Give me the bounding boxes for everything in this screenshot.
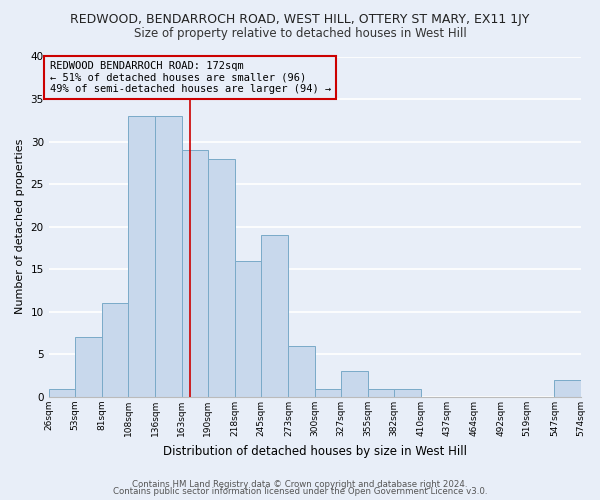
Text: REDWOOD BENDARROCH ROAD: 172sqm
← 51% of detached houses are smaller (96)
49% of: REDWOOD BENDARROCH ROAD: 172sqm ← 51% of… [50, 61, 331, 94]
Bar [554, 380, 581, 397]
Bar [49, 388, 75, 397]
Text: REDWOOD, BENDARROCH ROAD, WEST HILL, OTTERY ST MARY, EX11 1JY: REDWOOD, BENDARROCH ROAD, WEST HILL, OTT… [70, 12, 530, 26]
Bar [368, 388, 394, 397]
Bar [341, 372, 368, 397]
Bar [261, 236, 289, 397]
Text: Contains public sector information licensed under the Open Government Licence v3: Contains public sector information licen… [113, 487, 487, 496]
Bar [235, 261, 261, 397]
Bar [182, 150, 208, 397]
Bar [394, 388, 421, 397]
Bar [128, 116, 155, 397]
Bar [208, 158, 235, 397]
Text: Size of property relative to detached houses in West Hill: Size of property relative to detached ho… [134, 28, 466, 40]
Y-axis label: Number of detached properties: Number of detached properties [15, 139, 25, 314]
Bar [314, 388, 341, 397]
Bar [289, 346, 314, 397]
Text: Contains HM Land Registry data © Crown copyright and database right 2024.: Contains HM Land Registry data © Crown c… [132, 480, 468, 489]
X-axis label: Distribution of detached houses by size in West Hill: Distribution of detached houses by size … [163, 444, 467, 458]
Bar [102, 304, 128, 397]
Bar [155, 116, 182, 397]
Bar [75, 338, 102, 397]
